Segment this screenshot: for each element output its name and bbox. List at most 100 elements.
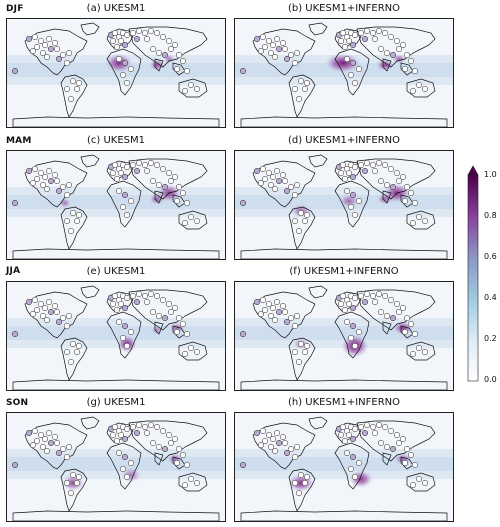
station-marker bbox=[271, 185, 279, 193]
station-marker bbox=[349, 59, 357, 67]
station-marker bbox=[297, 471, 305, 479]
station-marker bbox=[345, 169, 353, 177]
station-marker bbox=[341, 437, 349, 445]
station-marker bbox=[363, 290, 371, 298]
station-marker bbox=[301, 348, 309, 356]
station-marker bbox=[45, 429, 53, 437]
coastline-antarctica bbox=[240, 379, 448, 390]
station-marker bbox=[159, 165, 167, 173]
station-marker bbox=[121, 453, 129, 461]
station-marker bbox=[393, 169, 401, 177]
coastline-se-asia bbox=[172, 456, 186, 470]
station-marker bbox=[361, 429, 369, 437]
station-marker bbox=[51, 171, 59, 179]
station-marker bbox=[55, 318, 63, 326]
station-marker bbox=[369, 423, 377, 431]
hotspot bbox=[376, 59, 394, 71]
colorbar-tick-0-0: 0.0 bbox=[484, 375, 497, 384]
station-marker bbox=[291, 453, 299, 461]
coastline-australia bbox=[406, 472, 436, 492]
station-marker bbox=[67, 227, 75, 235]
coastline-se-asia bbox=[400, 62, 414, 76]
station-marker bbox=[279, 433, 287, 441]
station-marker bbox=[31, 296, 39, 304]
station-marker bbox=[383, 312, 391, 320]
station-marker bbox=[11, 461, 19, 469]
station-marker bbox=[37, 431, 45, 439]
season-label-mam: MAM bbox=[6, 136, 32, 146]
station-marker bbox=[179, 57, 187, 65]
hotspot bbox=[105, 53, 133, 73]
station-marker bbox=[153, 423, 161, 431]
station-marker bbox=[393, 431, 401, 439]
coastline-australia bbox=[178, 78, 208, 98]
coastline-greenland bbox=[308, 154, 328, 168]
coastline-africa bbox=[334, 48, 370, 96]
station-marker bbox=[59, 51, 67, 59]
station-marker bbox=[375, 27, 383, 35]
station-marker bbox=[29, 441, 37, 449]
hotspot bbox=[377, 193, 393, 205]
station-marker bbox=[291, 322, 299, 330]
station-marker bbox=[41, 41, 49, 49]
station-marker bbox=[415, 213, 423, 221]
colorbar-extend-arrow bbox=[467, 165, 479, 176]
station-marker bbox=[167, 308, 175, 316]
station-marker bbox=[275, 439, 283, 447]
station-marker bbox=[303, 211, 311, 219]
station-marker bbox=[297, 209, 305, 217]
station-marker bbox=[411, 330, 419, 338]
station-marker bbox=[175, 183, 183, 191]
station-marker bbox=[381, 29, 389, 37]
station-marker bbox=[159, 33, 167, 41]
station-marker bbox=[369, 161, 377, 169]
station-marker bbox=[183, 330, 191, 338]
station-marker bbox=[357, 292, 365, 300]
station-marker bbox=[301, 85, 309, 93]
coastline-south-america bbox=[60, 337, 88, 381]
station-marker bbox=[253, 429, 261, 437]
station-marker bbox=[167, 439, 175, 447]
map-panel-c bbox=[6, 150, 226, 260]
station-marker bbox=[141, 161, 149, 169]
station-marker bbox=[75, 342, 83, 350]
station-marker bbox=[29, 47, 37, 55]
station-marker bbox=[63, 85, 71, 93]
station-marker bbox=[357, 161, 365, 169]
station-marker bbox=[339, 161, 347, 169]
station-marker bbox=[409, 219, 417, 227]
station-marker bbox=[183, 461, 191, 469]
station-marker bbox=[345, 431, 353, 439]
station-marker bbox=[283, 318, 291, 326]
station-marker bbox=[43, 53, 51, 61]
station-marker bbox=[291, 85, 299, 93]
station-marker bbox=[75, 79, 83, 87]
station-marker bbox=[265, 169, 273, 177]
station-marker bbox=[337, 300, 345, 308]
station-marker bbox=[387, 427, 395, 435]
station-marker bbox=[171, 435, 179, 443]
station-marker bbox=[123, 342, 131, 350]
station-marker bbox=[387, 33, 395, 41]
station-marker bbox=[383, 181, 391, 189]
station-marker bbox=[111, 29, 119, 37]
coastline-greenland bbox=[80, 154, 100, 168]
station-marker bbox=[337, 169, 345, 177]
station-marker bbox=[281, 177, 289, 185]
station-marker bbox=[51, 433, 59, 441]
station-marker bbox=[43, 447, 51, 455]
station-marker bbox=[147, 27, 155, 35]
station-marker bbox=[401, 328, 409, 336]
station-marker bbox=[167, 45, 175, 53]
station-marker bbox=[59, 314, 67, 322]
coastline-greenland bbox=[80, 22, 100, 36]
coastline-india bbox=[154, 321, 164, 335]
station-marker bbox=[409, 350, 417, 358]
station-marker bbox=[63, 322, 71, 330]
station-marker bbox=[155, 443, 163, 451]
station-marker bbox=[63, 479, 71, 487]
station-marker bbox=[295, 358, 303, 366]
station-marker bbox=[135, 159, 143, 167]
coastline-australia bbox=[178, 341, 208, 361]
coastline-australia bbox=[406, 78, 436, 98]
